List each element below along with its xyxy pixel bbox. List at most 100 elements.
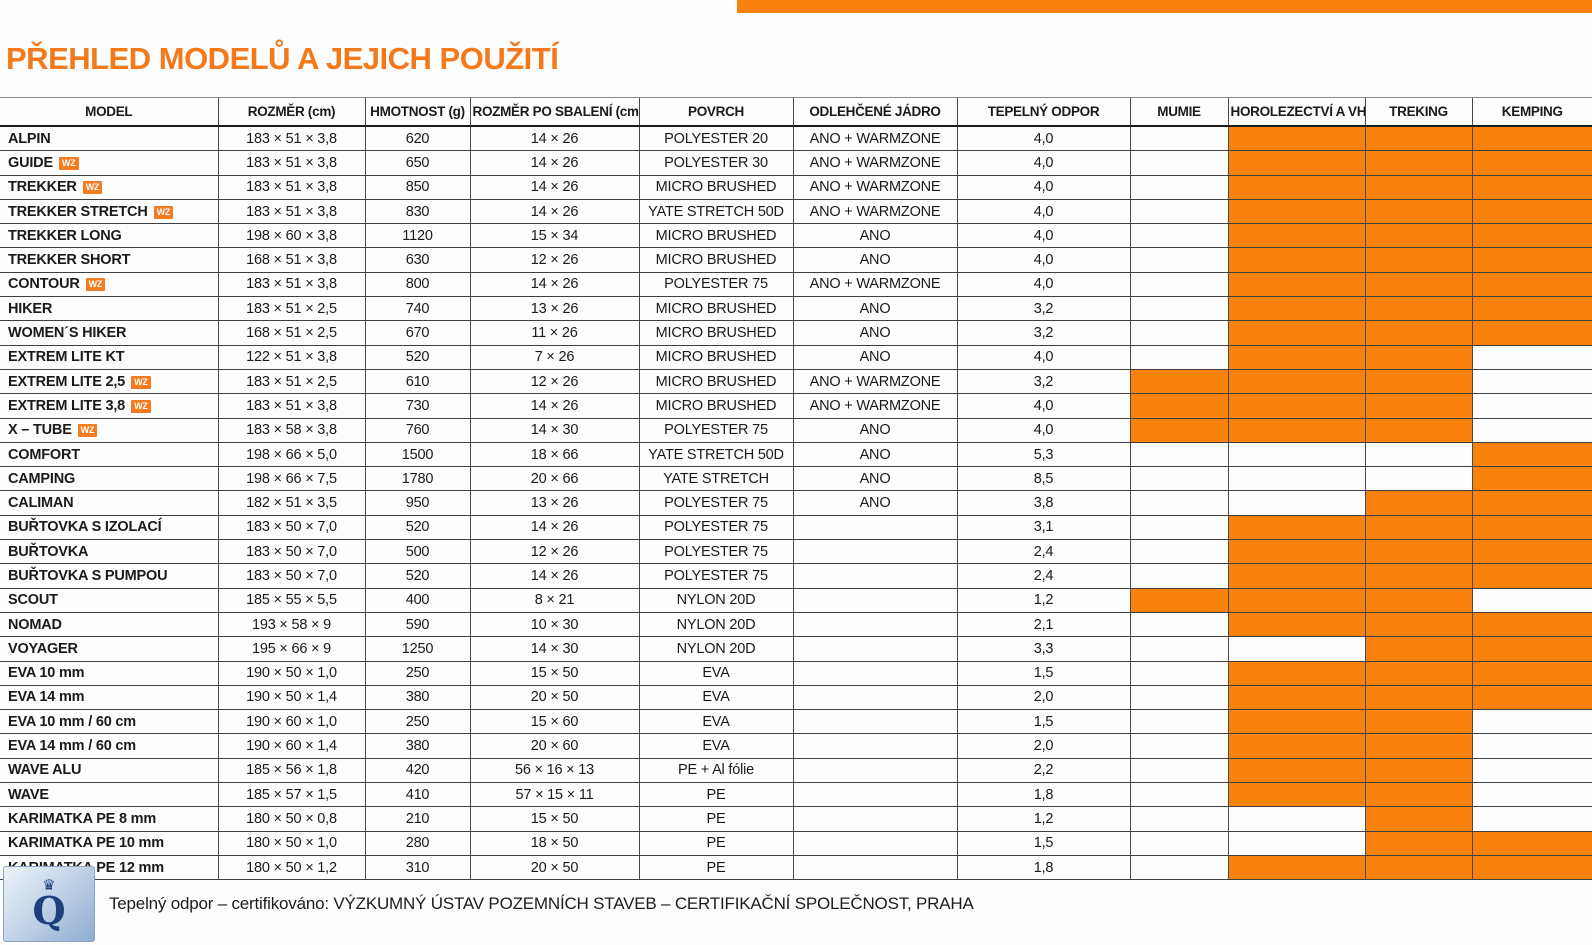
table-row: BUŘTOVKA S IZOLACÍ 183 × 50 × 7,0 520 14 × … bbox=[0, 515, 1592, 541]
use-treking-cell-marked bbox=[1364, 758, 1472, 784]
weight-cell: 380 bbox=[364, 733, 470, 759]
use-treking-cell-marked bbox=[1364, 369, 1472, 395]
use-kemping-cell-marked bbox=[1471, 661, 1592, 686]
surface-cell: PE bbox=[638, 806, 793, 832]
packed-size-cell: 8 × 21 bbox=[469, 588, 639, 613]
use-mumie-cell-empty bbox=[1129, 490, 1228, 516]
table-row: EVA 14 mm 190 × 50 × 1,4 380 20 × 50 EVA 2,0 bbox=[0, 685, 1592, 711]
use-treking-cell-marked bbox=[1364, 563, 1472, 589]
use-treking-cell-marked bbox=[1364, 150, 1472, 176]
warmzone-badge: WZ bbox=[131, 375, 151, 389]
dimensions-cell: 122 × 51 × 3,8 bbox=[217, 345, 365, 370]
packed-size-cell: 14 × 26 bbox=[469, 563, 639, 589]
page-title: PŘEHLED MODELŮ A JEJICH POUŽITÍ bbox=[6, 41, 559, 76]
footer: ♛ Q Tepelný odpor – certifikováno: VÝZKU… bbox=[3, 866, 974, 942]
use-mumie-cell-marked bbox=[1129, 369, 1228, 395]
thermal-resistance-cell: 1,5 bbox=[956, 831, 1130, 856]
dimensions-cell: 182 × 51 × 3,5 bbox=[217, 490, 365, 516]
weight-cell: 740 bbox=[364, 296, 470, 322]
use-mumie-cell-empty bbox=[1129, 175, 1228, 200]
use-kemping-cell-marked bbox=[1471, 490, 1592, 516]
model-name: EVA 10 mm / 60 cm bbox=[8, 713, 136, 730]
use-treking-cell-marked bbox=[1364, 418, 1472, 443]
core-cell bbox=[792, 831, 957, 856]
model-name-cell: HIKER bbox=[0, 296, 218, 322]
use-mumie-cell-empty bbox=[1129, 855, 1228, 881]
packed-size-cell: 12 × 26 bbox=[469, 539, 639, 565]
core-cell bbox=[792, 709, 957, 735]
use-treking-cell-marked bbox=[1364, 588, 1472, 613]
packed-size-cell: 56 × 16 × 13 bbox=[469, 758, 639, 784]
use-horolezectvi-cell-empty bbox=[1227, 466, 1365, 492]
use-horolezectvi-cell-marked bbox=[1227, 685, 1365, 711]
surface-cell: YATE STRETCH 50D bbox=[638, 442, 793, 468]
model-name-cell: EVA 14 mm bbox=[0, 685, 218, 711]
weight-cell: 730 bbox=[364, 393, 470, 419]
model-name-cell: TREKKER WZ bbox=[0, 175, 218, 200]
column-header-1: ROZMĚR (cm) bbox=[217, 97, 365, 127]
use-treking-cell-marked bbox=[1364, 612, 1472, 638]
use-kemping-cell-marked bbox=[1471, 685, 1592, 711]
dimensions-cell: 185 × 56 × 1,8 bbox=[217, 758, 365, 784]
thermal-resistance-cell: 4,0 bbox=[956, 150, 1130, 176]
use-mumie-cell-empty bbox=[1129, 247, 1228, 273]
use-kemping-cell-empty bbox=[1471, 758, 1592, 784]
core-cell: ANO bbox=[792, 490, 957, 516]
use-horolezectvi-cell-empty bbox=[1227, 806, 1365, 832]
certification-seal-logo: ♛ Q bbox=[3, 866, 95, 942]
surface-cell: POLYESTER 75 bbox=[638, 272, 793, 298]
use-treking-cell-marked bbox=[1364, 393, 1472, 419]
model-name: TREKKER LONG bbox=[8, 227, 122, 244]
use-treking-cell-marked bbox=[1364, 685, 1472, 711]
weight-cell: 630 bbox=[364, 247, 470, 273]
core-cell bbox=[792, 685, 957, 711]
core-cell: ANO + WARMZONE bbox=[792, 369, 957, 395]
table-row: VOYAGER 195 × 66 × 9 1250 14 × 30 NYLON 20D 3… bbox=[0, 636, 1592, 662]
use-horolezectvi-cell-marked bbox=[1227, 126, 1365, 152]
surface-cell: PE bbox=[638, 831, 793, 856]
packed-size-cell: 13 × 26 bbox=[469, 296, 639, 322]
surface-cell: MICRO BRUSHED bbox=[638, 393, 793, 419]
column-header-10: KEMPING bbox=[1471, 97, 1592, 127]
use-mumie-cell-empty bbox=[1129, 806, 1228, 832]
model-name-cell: EXTREM LITE KT bbox=[0, 345, 218, 370]
packed-size-cell: 20 × 60 bbox=[469, 733, 639, 759]
thermal-resistance-cell: 1,8 bbox=[956, 855, 1130, 881]
use-horolezectvi-cell-marked bbox=[1227, 588, 1365, 613]
core-cell bbox=[792, 588, 957, 613]
model-name: SCOUT bbox=[8, 592, 58, 609]
surface-cell: POLYESTER 75 bbox=[638, 539, 793, 565]
column-header-3: ROZMĚR PO SBALENÍ (cm) bbox=[469, 97, 639, 127]
table-row: KARIMATKA PE 10 mm 180 × 50 × 1,0 280 18 × … bbox=[0, 831, 1592, 856]
use-kemping-cell-empty bbox=[1471, 806, 1592, 832]
use-horolezectvi-cell-marked bbox=[1227, 418, 1365, 443]
use-kemping-cell-marked bbox=[1471, 272, 1592, 298]
use-horolezectvi-cell-marked bbox=[1227, 296, 1365, 322]
dimensions-cell: 183 × 51 × 3,8 bbox=[217, 175, 365, 200]
packed-size-cell: 10 × 30 bbox=[469, 612, 639, 638]
table-body: ALPIN 183 × 51 × 3,8 620 14 × 26 POLYESTER 2… bbox=[0, 126, 1592, 881]
surface-cell: POLYESTER 30 bbox=[638, 150, 793, 176]
warmzone-badge: WZ bbox=[85, 278, 106, 292]
thermal-resistance-cell: 1,5 bbox=[956, 709, 1130, 735]
column-header-0: MODEL bbox=[0, 97, 218, 127]
model-name: EVA 14 mm bbox=[8, 689, 85, 706]
use-horolezectvi-cell-empty bbox=[1227, 831, 1365, 856]
core-cell: ANO + WARMZONE bbox=[792, 175, 957, 200]
models-table: MODEL ROZMĚR (cm) HMOTNOST (g) ROZMĚR PO SB… bbox=[0, 97, 1592, 881]
use-mumie-cell-empty bbox=[1129, 563, 1228, 589]
packed-size-cell: 14 × 30 bbox=[469, 636, 639, 662]
packed-size-cell: 18 × 50 bbox=[469, 831, 639, 856]
use-treking-cell-marked bbox=[1364, 733, 1472, 759]
core-cell bbox=[792, 539, 957, 565]
dimensions-cell: 168 × 51 × 2,5 bbox=[217, 320, 365, 346]
table-row: HIKER 183 × 51 × 2,5 740 13 × 26 MICRO BRUSH… bbox=[0, 296, 1592, 322]
column-header-8: HOROLEZECTVÍ A VHT bbox=[1227, 97, 1365, 127]
dimensions-cell: 198 × 60 × 3,8 bbox=[217, 223, 365, 249]
table-row: TREKKER STRETCH WZ 183 × 51 × 3,8 830 14 × 2… bbox=[0, 199, 1592, 225]
use-mumie-cell-empty bbox=[1129, 272, 1228, 298]
surface-cell: MICRO BRUSHED bbox=[638, 223, 793, 249]
table-row: EXTREM LITE 3,8 WZ 183 × 51 × 3,8 730 14 × 2… bbox=[0, 393, 1592, 419]
weight-cell: 520 bbox=[364, 515, 470, 541]
